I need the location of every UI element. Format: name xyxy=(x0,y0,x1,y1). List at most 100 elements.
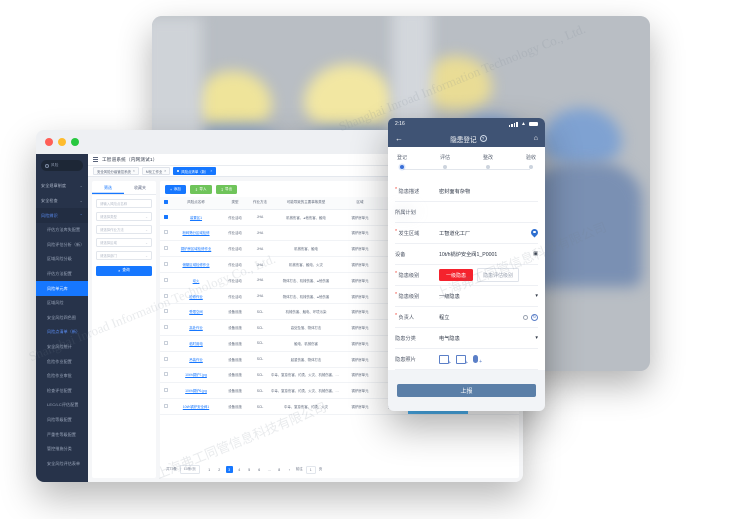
select-all-checkbox[interactable] xyxy=(164,200,168,205)
cell-text[interactable]: 锅炉房区域检修作业 xyxy=(180,247,212,252)
next-page-button[interactable]: › xyxy=(288,467,290,472)
row-checkbox[interactable] xyxy=(164,262,168,267)
sidebar-search[interactable]: 风险 xyxy=(41,160,83,171)
row-checkbox[interactable] xyxy=(164,340,168,345)
row-checkbox[interactable] xyxy=(164,372,168,377)
sidebar-item-14[interactable]: 严重性等级配置 xyxy=(36,427,88,442)
home-icon[interactable]: ⌂ xyxy=(533,135,538,143)
filter-field-2[interactable]: 请选择作业方法 ⌄ xyxy=(96,225,152,234)
page-1[interactable]: 1 xyxy=(208,467,211,472)
tab-0[interactable]: 安全风险分级管控系统 × xyxy=(93,167,139,175)
goto-input[interactable]: 1 xyxy=(305,465,316,474)
row-checkbox[interactable] xyxy=(164,214,168,219)
submit-button[interactable]: 上报 xyxy=(397,384,536,397)
cell-text[interactable]: 储罐区域检修作业 xyxy=(182,263,210,268)
toolbar-button-2[interactable]: ↧ 导出 xyxy=(215,185,238,194)
level-option-0[interactable]: 一级隐患 xyxy=(439,269,474,282)
step-dot-3[interactable] xyxy=(529,165,533,170)
photo-icon[interactable] xyxy=(439,354,451,366)
sidebar-group-2[interactable]: 风险辨识 ⌃ xyxy=(36,208,88,223)
sidebar-item-2[interactable]: 区域风险分级 xyxy=(36,252,88,267)
minimize-button[interactable] xyxy=(58,138,66,146)
row-checkbox[interactable] xyxy=(164,325,168,330)
page-5[interactable]: 5 xyxy=(248,467,251,472)
step-dot-1[interactable] xyxy=(443,165,447,170)
scan-icon[interactable]: ▣ xyxy=(533,251,538,258)
sidebar-item-15[interactable]: 管控措施分类 xyxy=(36,442,88,457)
sidebar-item-4[interactable]: 风险单元库 xyxy=(36,281,88,296)
page-size-select[interactable]: 10条/页 xyxy=(179,465,200,474)
row-checkbox[interactable] xyxy=(164,230,168,235)
row-checkbox[interactable] xyxy=(164,404,168,409)
row-checkbox[interactable] xyxy=(164,388,168,393)
form-row-7[interactable]: 隐患分类 电气隐患 ▾ xyxy=(395,328,538,350)
cell-text[interactable]: 受限空间 xyxy=(189,310,203,315)
sidebar-item-7[interactable]: 风险点清单（新） xyxy=(36,325,88,340)
row-checkbox[interactable] xyxy=(164,309,168,314)
form-row-2[interactable]: * 发生区域 工智道化工厂 xyxy=(395,223,540,245)
sidebar-item-3[interactable]: 评估方法配置 xyxy=(36,267,88,282)
voice-icon[interactable] xyxy=(473,355,482,365)
help-icon[interactable]: ? xyxy=(479,135,487,143)
sidebar-item-8[interactable]: 安全风险统计 xyxy=(36,340,88,355)
form-value-6[interactable]: 程立 ↻ xyxy=(439,313,538,321)
form-row-5[interactable]: * 隐患级别 一级隐患 ▾ xyxy=(395,286,538,308)
step-dot-2[interactable] xyxy=(486,165,490,170)
form-row-6[interactable]: * 负责人 程立 ↻ xyxy=(395,307,538,329)
cell-text[interactable]: 装置区1 xyxy=(189,215,203,220)
close-icon[interactable]: × xyxy=(132,169,135,173)
cell-text[interactable]: 粉碎筛分区域检修 xyxy=(182,231,210,236)
row-checkbox[interactable] xyxy=(164,246,168,251)
tab-2[interactable]: 风险点清单（新） × xyxy=(173,167,217,175)
page-8[interactable]: 8 xyxy=(278,467,281,472)
page-4[interactable]: 4 xyxy=(238,467,241,472)
form-value-5[interactable]: 一级隐患 ▾ xyxy=(439,293,538,300)
cell-text[interactable]: 10t/h锅炉6.jpg xyxy=(185,389,207,394)
close-button[interactable] xyxy=(45,138,53,146)
form-value-4[interactable]: 一级隐患 隐患评估级别 xyxy=(439,268,538,283)
tab-filter[interactable]: 筛选 xyxy=(92,181,124,194)
form-row-0[interactable]: * 隐患描述 密封面有杂物 xyxy=(395,181,538,203)
filter-field-4[interactable]: 请选择部门 ⌄ xyxy=(96,251,152,260)
page-2[interactable]: 2 xyxy=(218,467,221,472)
sidebar-item-11[interactable]: 检查评估配置 xyxy=(36,384,88,399)
filter-field-3[interactable]: 请选择区域 ⌄ xyxy=(96,238,152,247)
back-arrow-icon[interactable]: ← xyxy=(395,134,403,144)
form-row-4[interactable]: * 隐患级别 一级隐患 隐患评估级别 xyxy=(395,265,538,287)
sidebar-item-13[interactable]: 风险等级配置 xyxy=(36,413,88,428)
close-icon[interactable]: × xyxy=(164,169,167,173)
toolbar-button-1[interactable]: ↥ 导入 xyxy=(189,185,212,194)
cell-text[interactable]: 高处作业 xyxy=(189,326,203,331)
maximize-button[interactable] xyxy=(71,138,79,146)
tab-favorites[interactable]: 收藏夹 xyxy=(134,184,146,190)
sidebar-item-12[interactable]: LEC/LC评估配置 xyxy=(36,398,88,413)
page-6[interactable]: 6 xyxy=(258,467,261,472)
row-checkbox[interactable] xyxy=(164,356,168,361)
sidebar-group-0[interactable]: 安全规章制度 ⌄ xyxy=(36,178,88,193)
cell-text[interactable]: 检修作业 xyxy=(189,294,203,299)
location-pin-icon[interactable] xyxy=(529,227,540,238)
form-value-8[interactable] xyxy=(439,354,538,366)
sidebar-group-1[interactable]: 安全检查 ⌄ xyxy=(36,193,88,208)
form-value-7[interactable]: 电气隐患 ▾ xyxy=(439,335,538,342)
form-row-1[interactable]: 所属计划 请选择 ▾ xyxy=(395,202,538,224)
gear-icon[interactable] xyxy=(523,314,528,320)
sidebar-item-10[interactable]: 危险作业审批 xyxy=(36,369,88,384)
history-icon[interactable]: ↻ xyxy=(531,313,538,321)
cell-text[interactable]: 动火 xyxy=(192,278,200,283)
cell-text[interactable]: 10t/h锅炉安全阀1 xyxy=(182,405,210,410)
sidebar-item-0[interactable]: 评估方法库失配置 xyxy=(36,223,88,238)
step-dot-0[interactable] xyxy=(400,165,404,170)
sidebar-item-16[interactable]: 安全风险评估表单 xyxy=(36,457,88,472)
close-icon[interactable]: × xyxy=(210,169,213,173)
form-value-2[interactable]: 工智道化工厂 xyxy=(439,227,540,238)
row-checkbox[interactable] xyxy=(164,277,168,282)
sidebar-item-6[interactable]: 安全风险四色图 xyxy=(36,311,88,326)
cell-text[interactable]: 临时用电 xyxy=(189,341,203,346)
toolbar-button-0[interactable]: + 添加 xyxy=(165,185,186,194)
filter-field-1[interactable]: 请选择类型 ⌄ xyxy=(96,212,152,221)
video-icon[interactable] xyxy=(456,354,468,366)
form-row-8[interactable]: 隐患照片 xyxy=(395,349,538,371)
sidebar-item-9[interactable]: 危险作业配置 xyxy=(36,354,88,369)
sidebar-item-5[interactable]: 区域风险 xyxy=(36,296,88,311)
